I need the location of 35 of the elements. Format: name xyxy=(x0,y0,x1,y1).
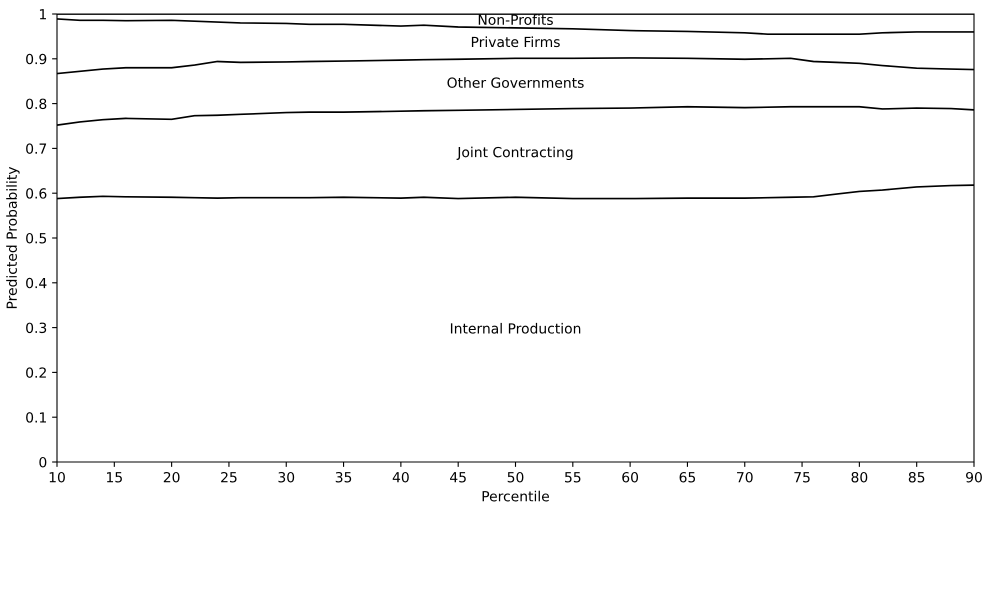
x-tick-label: 90 xyxy=(966,472,982,482)
series-label: Other Governments xyxy=(447,77,584,88)
y-axis-title: Predicted Probability xyxy=(6,166,20,308)
series-label: Private Firms xyxy=(472,36,560,48)
x-tick-label: 60 xyxy=(622,472,638,482)
x-tick-label: 65 xyxy=(680,472,696,482)
y-tick-label: 0 xyxy=(39,456,46,468)
y-tick-label: 1 xyxy=(40,9,46,20)
x-tick-label: 25 xyxy=(221,472,237,482)
x-axis-title: Percentile xyxy=(482,490,550,502)
series-label: Internal Production xyxy=(450,322,580,334)
x-tick-label: 20 xyxy=(164,472,180,482)
x-tick-label: 35 xyxy=(336,472,352,482)
x-tick-label: 10 xyxy=(50,472,65,482)
series-label: Joint Contracting xyxy=(456,146,572,160)
y-tick-label: 0.7 xyxy=(26,143,46,154)
x-tick-label: 55 xyxy=(565,472,580,482)
y-tick-label: 0.2 xyxy=(26,367,46,378)
x-tick-label: 85 xyxy=(908,472,924,482)
x-tick-label: 40 xyxy=(392,472,409,482)
x-tick-label: 50 xyxy=(508,472,524,482)
x-tick-label: 15 xyxy=(107,472,122,482)
x-tick-label: 45 xyxy=(450,472,466,482)
x-tick-label: 30 xyxy=(278,472,294,482)
x-tick-label: 70 xyxy=(737,472,753,482)
y-tick-label: 0.5 xyxy=(26,232,46,244)
y-tick-label: 0.8 xyxy=(26,98,46,110)
y-tick-label: 0.3 xyxy=(26,322,46,334)
y-tick-label: 0.9 xyxy=(26,54,46,64)
series-label: Non-Profits xyxy=(478,14,553,25)
y-tick-label: 0.4 xyxy=(26,278,46,288)
x-tick-label: 80 xyxy=(851,472,868,482)
x-tick-label: 75 xyxy=(794,472,810,482)
y-tick-label: 0.1 xyxy=(26,412,46,423)
y-tick-label: 0.6 xyxy=(26,188,46,199)
